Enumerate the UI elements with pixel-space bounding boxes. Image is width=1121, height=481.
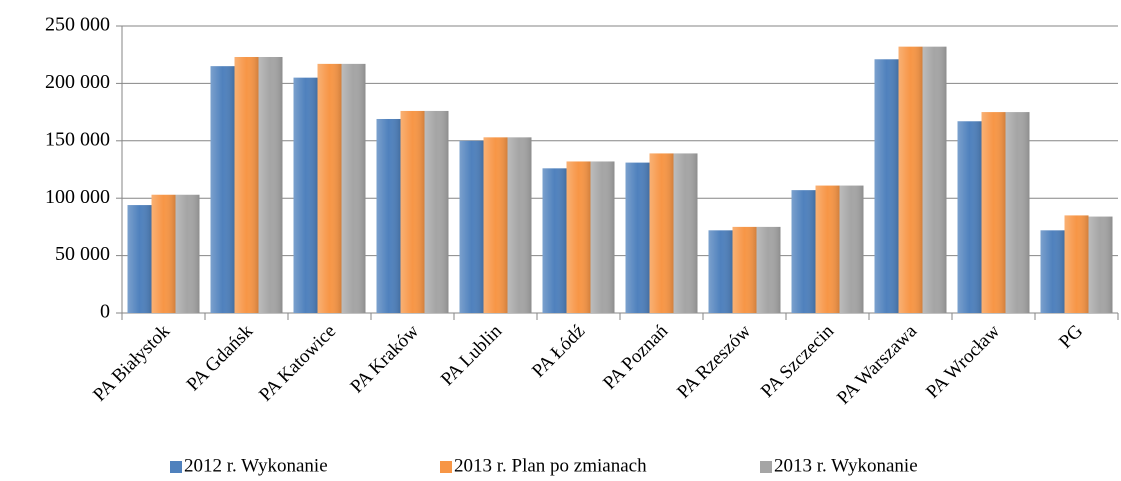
legend-marker (440, 461, 452, 473)
bar (708, 230, 733, 313)
bar (1040, 230, 1065, 313)
x-tick-label: PA Poznań (599, 320, 672, 393)
bar (981, 112, 1006, 313)
bar (507, 137, 532, 313)
bar (756, 226, 781, 313)
bar (234, 56, 259, 313)
legend-label: 2013 r. Plan po zmianach (454, 455, 647, 476)
bar (922, 46, 947, 313)
x-tick-label: PA Łódź (528, 321, 589, 382)
x-tick-label: PG (1055, 321, 1087, 353)
x-tick-label: PA Rzeszów (673, 321, 755, 403)
bar (649, 153, 674, 313)
bar (459, 140, 484, 313)
bar (258, 56, 283, 313)
bar (732, 226, 757, 313)
y-tick-label: 100 000 (45, 186, 110, 208)
x-tick-label: PA Warszawa (833, 320, 921, 408)
bar (400, 110, 425, 314)
x-tick-label: PA Wrocław (922, 321, 1004, 403)
bar (625, 162, 650, 313)
bar (127, 205, 152, 313)
y-tick-label: 200 000 (45, 71, 110, 93)
x-tick-label: PA Gdańsk (183, 320, 258, 395)
bar (175, 194, 200, 313)
bar (874, 59, 899, 314)
legend-marker (170, 461, 182, 473)
bar (1005, 112, 1030, 313)
legend-marker (760, 461, 772, 473)
y-tick-label: 150 000 (45, 128, 110, 150)
bar (1064, 215, 1089, 313)
bar (317, 63, 342, 313)
bar (293, 77, 318, 313)
bar (151, 194, 176, 313)
y-tick-label: 0 (100, 301, 110, 323)
bar (566, 161, 591, 313)
bar (210, 66, 235, 314)
bar (341, 63, 366, 313)
bar (376, 118, 401, 313)
bar (424, 110, 449, 314)
x-tick-label: PA Białystok (89, 320, 174, 405)
y-tick-label: 50 000 (55, 243, 110, 265)
x-tick-label: PA Lublin (437, 320, 507, 390)
legend-label: 2013 r. Wykonanie (774, 455, 918, 476)
bar (542, 168, 567, 313)
bar (590, 161, 615, 313)
bar (957, 121, 982, 313)
bar (483, 137, 508, 313)
bar (673, 153, 698, 313)
legend-label: 2012 r. Wykonanie (184, 455, 328, 476)
x-tick-label: PA Kraków (346, 321, 423, 398)
bar (815, 185, 840, 313)
bar (791, 190, 816, 313)
bar (898, 46, 923, 313)
y-tick-label: 250 000 (45, 14, 110, 36)
x-tick-label: PA Katowice (255, 321, 340, 406)
bar (839, 185, 864, 313)
x-tick-label: PA Szczecin (757, 320, 838, 401)
bar (1088, 216, 1113, 313)
